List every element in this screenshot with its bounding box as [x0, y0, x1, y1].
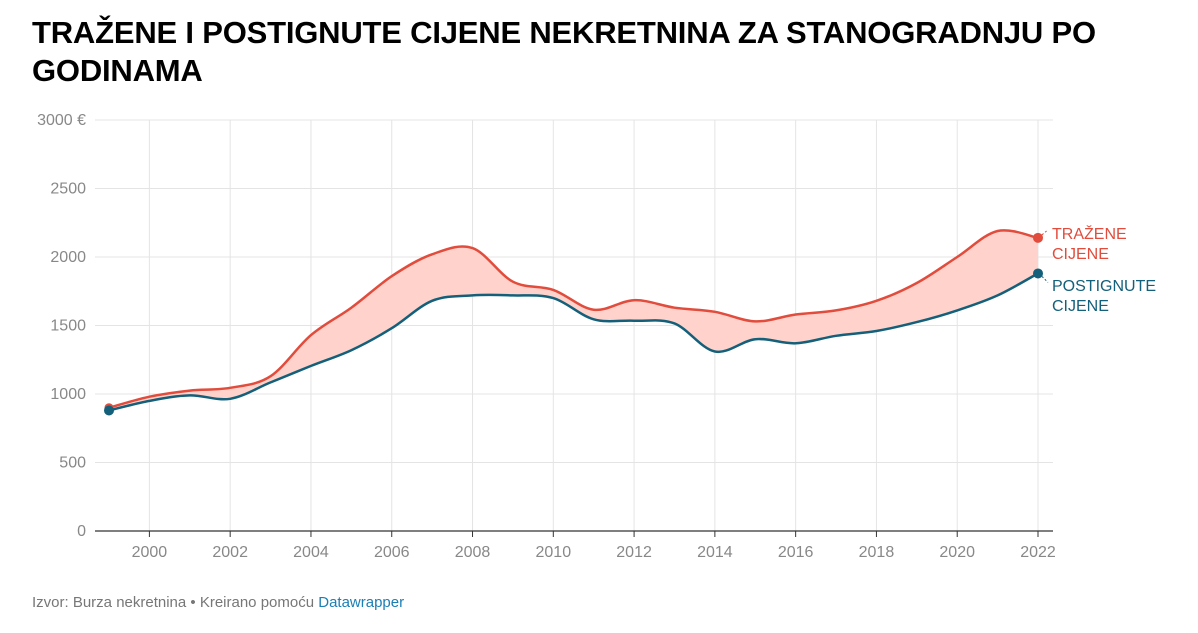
series-lines — [104, 229, 1043, 416]
x-tick-label: 2004 — [293, 544, 329, 561]
chart-footer: Izvor: Burza nekretnina • Kreirano pomoć… — [32, 594, 404, 611]
y-tick-label: 500 — [59, 455, 86, 472]
achieved-price-line — [108, 272, 1039, 412]
achieved-label-connector — [1041, 276, 1049, 283]
y-tick-label: 3000 € — [37, 112, 86, 129]
source-text: Izvor: Burza nekretnina • Kreirano pomoć… — [32, 594, 319, 611]
axes: 0 500 1000 1500 2000 2500 3000 € 2000 2002 2004 20… — [37, 112, 1056, 561]
x-tick-label: 2000 — [132, 544, 168, 561]
y-tick-label: 2000 — [50, 249, 86, 266]
x-tick-label: 2018 — [859, 544, 895, 561]
grid-lines — [95, 119, 1053, 531]
x-tick-label: 2022 — [1020, 544, 1056, 561]
x-tick-label: 2010 — [536, 544, 572, 561]
x-tick-label: 2008 — [455, 544, 491, 561]
asking-label-connector — [1041, 229, 1049, 236]
y-tick-label: 0 — [77, 523, 86, 540]
achieved-series-label: POSTIGNUTE CIJENE — [1052, 278, 1156, 315]
y-tick-label: 2500 — [50, 181, 86, 198]
asking-series-label: TRAŽENE CIJENE — [1052, 224, 1127, 263]
x-tick-label: 2002 — [212, 544, 248, 561]
asking-price-line — [108, 229, 1039, 409]
series-labels: TRAŽENE CIJENE POSTIGNUTE CIJENE — [1041, 224, 1156, 315]
datawrapper-link[interactable]: Datawrapper — [318, 594, 405, 611]
achieved-start-point — [104, 405, 114, 416]
x-tick-label: 2006 — [374, 544, 410, 561]
x-tick-label: 2020 — [939, 544, 975, 561]
y-tick-label: 1500 — [50, 318, 86, 335]
asking-end-point — [1033, 232, 1043, 243]
y-tick-label: 1000 — [50, 386, 86, 403]
achieved-end-point — [1033, 268, 1043, 279]
x-tick-label: 2012 — [616, 544, 652, 561]
x-tick-label: 2014 — [697, 544, 733, 561]
chart-title: TRAŽENE I POSTIGNUTE CIJENE NEKRETNINA Z… — [32, 15, 1096, 88]
gap-area — [109, 230, 1038, 411]
price-gap-band — [109, 230, 1038, 411]
x-tick-label: 2016 — [778, 544, 814, 561]
